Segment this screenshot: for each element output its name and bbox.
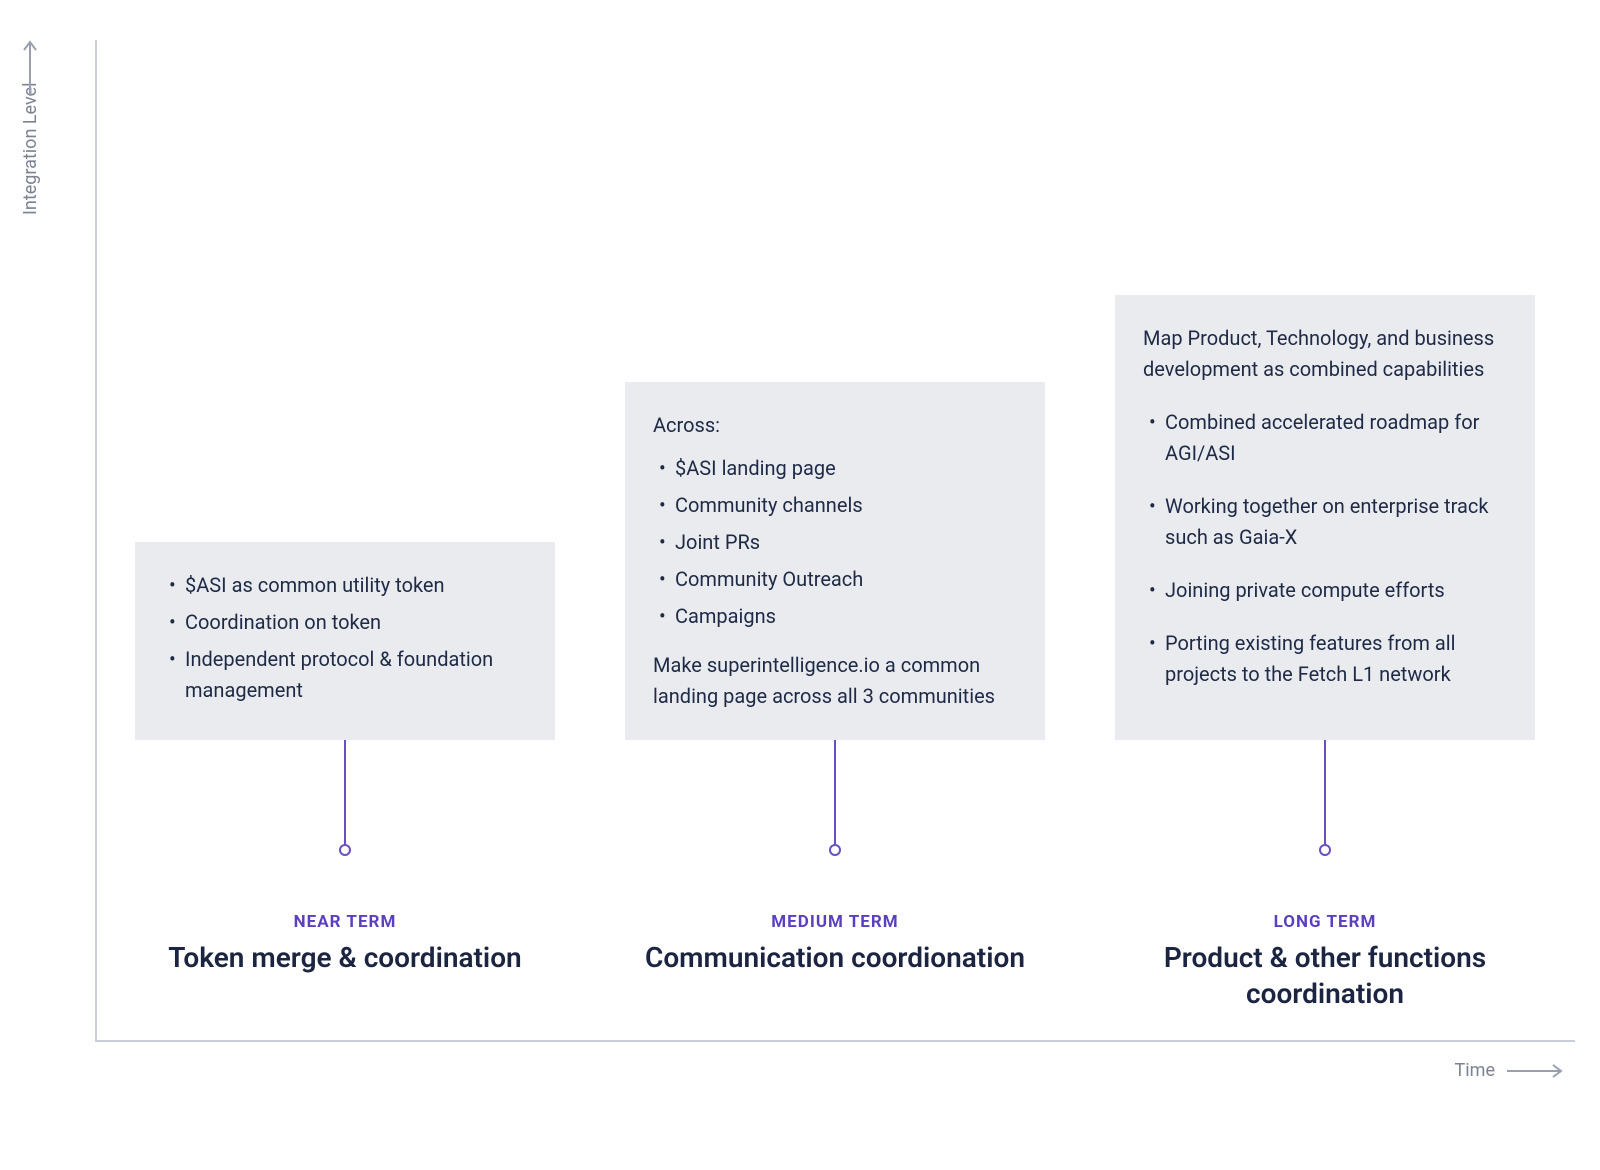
phase-title: Token merge & coordination bbox=[135, 940, 555, 976]
labels-row: NEAR TERM Token merge & coordination MED… bbox=[135, 890, 1535, 1013]
card-heading: Map Product, Technology, and business de… bbox=[1143, 323, 1507, 385]
card-heading: Across: bbox=[653, 410, 1017, 441]
card-bullets: $ASI landing page Community channels Joi… bbox=[653, 453, 1017, 632]
list-item: Independent protocol & foundation manage… bbox=[163, 644, 527, 706]
label-block-medium-term: MEDIUM TERM Communication coordionation bbox=[625, 890, 1045, 1013]
connector-line bbox=[834, 740, 836, 850]
connector-line bbox=[344, 740, 346, 850]
phase-label: LONG TERM bbox=[1115, 912, 1535, 932]
phase-title: Communication coordionation bbox=[625, 940, 1045, 976]
connector-dot-icon bbox=[829, 844, 841, 856]
x-axis bbox=[95, 1040, 1575, 1042]
label-block-near-term: NEAR TERM Token merge & coordination bbox=[135, 890, 555, 1013]
connector-dot-icon bbox=[1319, 844, 1331, 856]
y-axis-label: Integration Level bbox=[20, 82, 41, 215]
list-item: Joint PRs bbox=[653, 527, 1017, 558]
list-item: Campaigns bbox=[653, 601, 1017, 632]
y-axis-arrow-icon bbox=[20, 38, 40, 102]
list-item: $ASI landing page bbox=[653, 453, 1017, 484]
phase-label: MEDIUM TERM bbox=[625, 912, 1045, 932]
list-item: Community channels bbox=[653, 490, 1017, 521]
list-item: Combined accelerated roadmap for AGI/ASI bbox=[1143, 407, 1507, 469]
list-item: Working together on enterprise track suc… bbox=[1143, 491, 1507, 553]
card-long-term: Map Product, Technology, and business de… bbox=[1115, 295, 1535, 740]
label-block-long-term: LONG TERM Product & other functions coor… bbox=[1115, 890, 1535, 1013]
card-medium-term: Across: $ASI landing page Community chan… bbox=[625, 382, 1045, 740]
list-item: $ASI as common utility token bbox=[163, 570, 527, 601]
phase-label: NEAR TERM bbox=[135, 912, 555, 932]
card-trailing: Make superintelligence.io a common landi… bbox=[653, 650, 1017, 712]
connector-dot-icon bbox=[339, 844, 351, 856]
connector-line bbox=[1324, 740, 1326, 850]
chart-area: Integration Level $ASI as common utility… bbox=[75, 40, 1575, 1090]
list-item: Porting existing features from all proje… bbox=[1143, 628, 1507, 690]
list-item: Community Outreach bbox=[653, 564, 1017, 595]
card-bullets: $ASI as common utility token Coordinatio… bbox=[163, 570, 527, 706]
list-item: Joining private compute efforts bbox=[1143, 575, 1507, 606]
list-item: Coordination on token bbox=[163, 607, 527, 638]
x-axis-label: Time bbox=[1455, 1060, 1565, 1081]
card-near-term: $ASI as common utility token Coordinatio… bbox=[135, 542, 555, 740]
y-axis bbox=[95, 40, 97, 1040]
x-axis-label-text: Time bbox=[1455, 1060, 1495, 1081]
x-axis-arrow-icon bbox=[1505, 1064, 1565, 1078]
phase-title: Product & other functions coordination bbox=[1115, 940, 1535, 1013]
card-bullets: Combined accelerated roadmap for AGI/ASI… bbox=[1143, 407, 1507, 690]
